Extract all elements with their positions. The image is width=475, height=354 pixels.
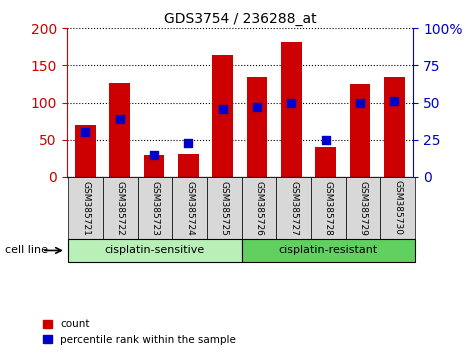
Text: GSM385722: GSM385722 bbox=[116, 181, 125, 235]
Text: GSM385727: GSM385727 bbox=[289, 181, 298, 235]
Text: GSM385721: GSM385721 bbox=[81, 181, 90, 235]
Point bbox=[150, 152, 158, 158]
Bar bbox=[384, 78, 405, 177]
Bar bbox=[247, 76, 267, 177]
Point bbox=[185, 140, 192, 145]
Legend: count, percentile rank within the sample: count, percentile rank within the sample bbox=[38, 315, 240, 349]
Point bbox=[82, 130, 89, 135]
Point bbox=[322, 137, 330, 143]
Bar bbox=[75, 125, 95, 177]
Text: GSM385725: GSM385725 bbox=[220, 181, 229, 235]
Text: cisplatin-sensitive: cisplatin-sensitive bbox=[105, 245, 205, 256]
Bar bbox=[178, 154, 199, 177]
Text: GSM385729: GSM385729 bbox=[359, 181, 368, 235]
Point bbox=[253, 104, 261, 110]
Text: GDS3754 / 236288_at: GDS3754 / 236288_at bbox=[163, 12, 316, 27]
Bar bbox=[315, 147, 336, 177]
Point bbox=[219, 106, 227, 112]
Text: GSM385726: GSM385726 bbox=[255, 181, 264, 235]
Bar bbox=[350, 84, 370, 177]
Text: GSM385730: GSM385730 bbox=[393, 181, 402, 235]
Point bbox=[356, 100, 364, 105]
Text: GSM385728: GSM385728 bbox=[324, 181, 333, 235]
Point bbox=[116, 116, 124, 122]
Text: GSM385723: GSM385723 bbox=[151, 181, 160, 235]
Bar bbox=[212, 55, 233, 177]
Point bbox=[390, 98, 398, 104]
Text: cell line: cell line bbox=[5, 245, 48, 256]
Bar bbox=[144, 155, 164, 177]
Point bbox=[287, 100, 295, 105]
Text: cisplatin-resistant: cisplatin-resistant bbox=[279, 245, 378, 256]
Bar bbox=[281, 42, 302, 177]
Bar bbox=[109, 83, 130, 177]
Text: GSM385724: GSM385724 bbox=[185, 181, 194, 235]
